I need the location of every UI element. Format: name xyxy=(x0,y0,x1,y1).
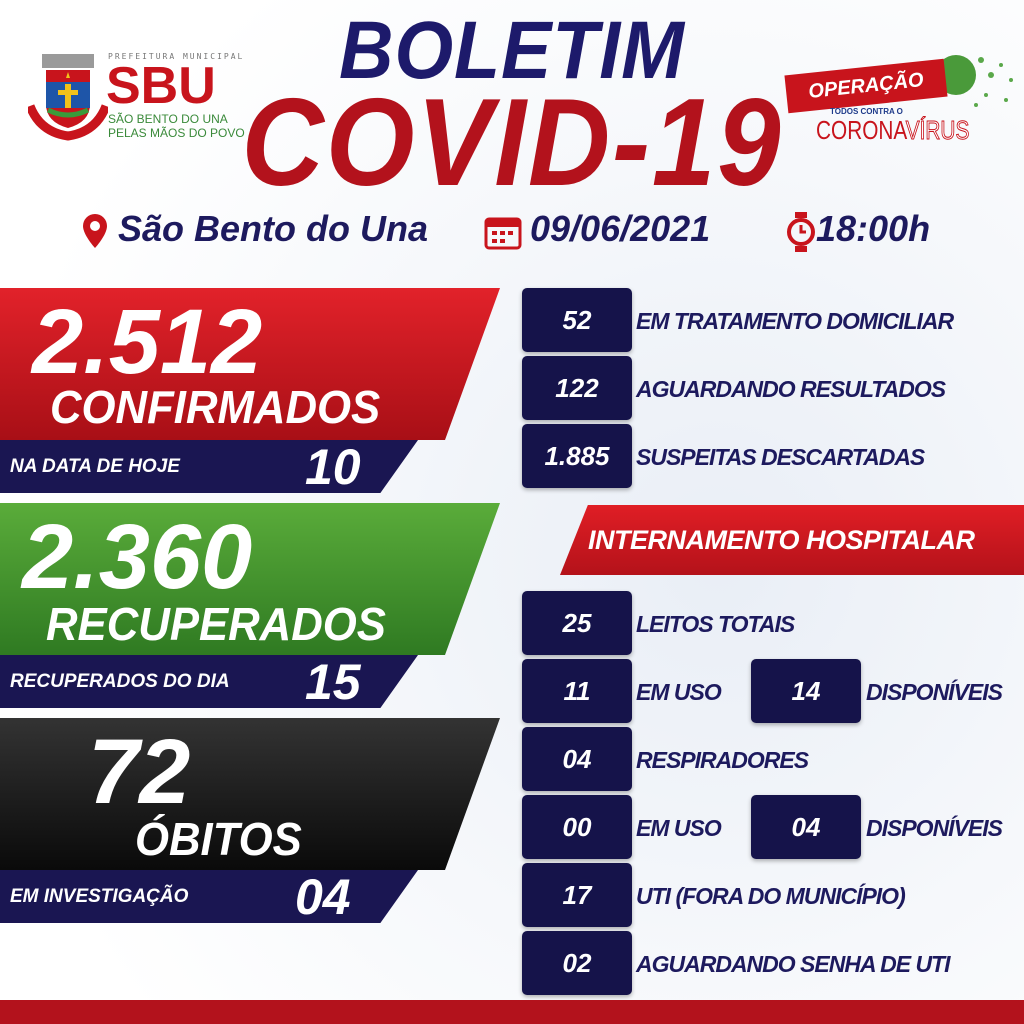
recovered-today-label: RECUPERADOS DO DIA xyxy=(10,671,230,692)
respirators-in-use-value: 00 xyxy=(522,795,632,859)
respirators-free-value: 04 xyxy=(751,795,861,859)
logo-line2: PELAS MÃOS DO POVO xyxy=(108,126,245,140)
awaiting-results-value: 122 xyxy=(522,356,632,420)
icu-waiting-label: AGUARDANDO SENHA DE UTI xyxy=(636,951,950,977)
beds-in-use-label: EM USO xyxy=(636,679,722,705)
deaths-investigation-value: 04 xyxy=(295,869,351,925)
icu-label: UTI (FORA DO MUNICÍPIO) xyxy=(636,883,906,909)
virus-text: VÍRUS xyxy=(905,115,970,146)
deaths-investigation-bar: EM INVESTIGAÇÃO 04 xyxy=(0,870,418,923)
campaign-subtext: TODOS CONTRA O xyxy=(830,107,903,116)
deaths-value: 72 xyxy=(88,721,191,823)
title-boletim: BOLETIM xyxy=(339,5,685,96)
home-treatment-value: 52 xyxy=(522,288,632,352)
footer-bar xyxy=(0,1000,1024,1024)
municipal-logo: PREFEITURA MUNICIPAL SBU SÃO BENTO DO UN… xyxy=(28,52,248,142)
recovered-panel: 2.360 RECUPERADOS xyxy=(0,503,500,655)
deaths-investigation-label: EM INVESTIGAÇÃO xyxy=(10,886,189,907)
calendar-icon xyxy=(484,217,522,250)
coat-of-arms-icon xyxy=(28,54,108,141)
logo-sbu: SBU xyxy=(106,57,216,115)
deaths-panel: 72 ÓBITOS xyxy=(0,718,500,870)
respirators-value: 04 xyxy=(522,727,632,791)
beds-free-value: 14 xyxy=(751,659,861,723)
home-treatment-label: EM TRATAMENTO DOMICILIAR xyxy=(636,308,954,334)
respirators-free-label: DISPONÍVEIS xyxy=(866,815,1003,841)
recovered-value: 2.360 xyxy=(22,506,253,608)
recovered-today-bar: RECUPERADOS DO DIA 15 xyxy=(0,655,418,708)
beds-in-use-value: 11 xyxy=(522,659,632,723)
beds-free-label: DISPONÍVEIS xyxy=(866,679,1003,705)
hospital-banner: INTERNAMENTO HOSPITALAR xyxy=(560,505,1024,575)
confirmed-today-value: 10 xyxy=(305,439,361,495)
confirmed-today-bar: NA DATA DE HOJE 10 xyxy=(0,440,418,493)
awaiting-results-label: AGUARDANDO RESULTADOS xyxy=(636,376,946,402)
confirmed-today-label: NA DATA DE HOJE xyxy=(10,456,180,477)
confirmed-value: 2.512 xyxy=(32,291,263,393)
confirmed-label: CONFIRMADOS xyxy=(50,381,381,433)
recovered-today-value: 15 xyxy=(305,654,361,710)
recovered-label: RECUPERADOS xyxy=(46,598,386,650)
title-covid: COVID-19 xyxy=(241,74,783,212)
time: 18:00h xyxy=(816,208,931,249)
deaths-label: ÓBITOS xyxy=(135,813,302,865)
icu-value: 17 xyxy=(522,863,632,927)
respirators-label: RESPIRADORES xyxy=(636,747,809,773)
discarded-label: SUSPEITAS DESCARTADAS xyxy=(636,444,925,470)
confirmed-panel: 2.512 CONFIRMADOS xyxy=(0,288,500,440)
clock-icon xyxy=(787,212,815,252)
respirators-in-use-label: EM USO xyxy=(636,815,722,841)
city: São Bento do Una xyxy=(118,208,429,249)
campaign-logo: OPERAÇÃO TODOS CONTRA O CORONAVÍRUS xyxy=(776,45,1024,146)
logo-line1: SÃO BENTO DO UNA xyxy=(108,112,228,126)
date: 09/06/2021 xyxy=(530,208,711,249)
beds-total-label: LEITOS TOTAIS xyxy=(636,611,795,637)
icu-waiting-value: 02 xyxy=(522,931,632,995)
beds-total-value: 25 xyxy=(522,591,632,655)
logo-top-text: PREFEITURA MUNICIPAL xyxy=(108,52,245,61)
campaign-corona: CORONAVÍRUS xyxy=(816,115,970,146)
discarded-value: 1.885 xyxy=(522,424,632,488)
corona-text: CORONA xyxy=(816,115,906,145)
location-pin-icon xyxy=(83,214,107,248)
